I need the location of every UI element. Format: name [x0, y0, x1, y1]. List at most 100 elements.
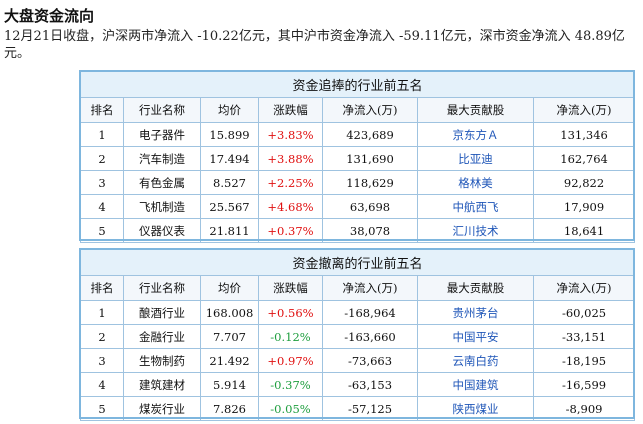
top-stock-link[interactable]: 汇川技术	[417, 218, 534, 243]
price-cell: 21.492	[200, 348, 259, 373]
rank-cell: 1	[80, 300, 124, 325]
outflow-table: 资金撤离的行业前五名 排名 行业名称 均价 涨跌幅 净流入(万) 最大贡献股 净…	[79, 249, 636, 421]
price-cell: 5.914	[200, 372, 259, 397]
inflow-cell: -73,663	[322, 348, 418, 373]
stock-inflow-cell: 92,822	[532, 170, 636, 195]
table-row: 3 有色金属 8.527 +2.25% 118,629 格林美 92,822	[80, 170, 636, 195]
inflow-table-header-row: 排名 行业名称 均价 涨跌幅 净流入(万) 最大贡献股 净流入(万)	[80, 97, 636, 123]
inflow-table: 资金追捧的行业前五名 排名 行业名称 均价 涨跌幅 净流入(万) 最大贡献股 净…	[79, 71, 636, 243]
column-header-change: 涨跌幅	[258, 275, 323, 301]
table-row: 4 飞机制造 25.567 +4.68% 63,698 中航西飞 17,909	[80, 194, 636, 219]
price-cell: 7.707	[200, 324, 259, 349]
price-cell: 15.899	[200, 122, 259, 147]
industry-cell: 电子器件	[123, 122, 201, 147]
inflow-cell: -168,964	[322, 300, 418, 325]
column-header-stock-inflow: 净流入(万)	[532, 97, 636, 123]
page-title: 大盘资金流向	[4, 7, 95, 25]
top-stock-link[interactable]: 京东方Ａ	[417, 122, 534, 147]
rank-cell: 5	[80, 218, 124, 243]
column-header-rank: 排名	[80, 97, 124, 123]
top-stock-link[interactable]: 云南白药	[417, 348, 534, 373]
stock-inflow-cell: 162,764	[532, 146, 636, 171]
top-stock-link[interactable]: 陕西煤业	[417, 396, 534, 421]
top-stock-link[interactable]: 比亚迪	[417, 146, 534, 171]
price-cell: 168.008	[200, 300, 259, 325]
inflow-cell: 118,629	[322, 170, 418, 195]
stock-inflow-cell: -8,909	[532, 396, 636, 421]
table-row: 3 生物制药 21.492 +0.97% -73,663 云南白药 -18,19…	[80, 348, 636, 373]
stock-inflow-cell: 131,346	[532, 122, 636, 147]
rank-cell: 1	[80, 122, 124, 147]
top-stock-link[interactable]: 贵州茅台	[417, 300, 534, 325]
rank-cell: 4	[80, 194, 124, 219]
change-cell: +4.68%	[258, 194, 323, 219]
table-row: 1 酿酒行业 168.008 +0.56% -168,964 贵州茅台 -60,…	[80, 300, 636, 325]
column-header-rank: 排名	[80, 275, 124, 301]
table-row: 5 煤炭行业 7.826 -0.05% -57,125 陕西煤业 -8,909	[80, 396, 636, 421]
inflow-cell: -57,125	[322, 396, 418, 421]
stock-inflow-cell: -60,025	[532, 300, 636, 325]
change-cell: +0.97%	[258, 348, 323, 373]
column-header-industry: 行业名称	[123, 97, 201, 123]
table-row: 1 电子器件 15.899 +3.83% 423,689 京东方Ａ 131,34…	[80, 122, 636, 147]
column-header-inflow: 净流入(万)	[322, 275, 418, 301]
rank-cell: 3	[80, 348, 124, 373]
change-cell: -0.37%	[258, 372, 323, 397]
inflow-cell: 131,690	[322, 146, 418, 171]
column-header-stock-inflow: 净流入(万)	[532, 275, 636, 301]
industry-cell: 有色金属	[123, 170, 201, 195]
industry-cell: 煤炭行业	[123, 396, 201, 421]
top-stock-link[interactable]: 中国建筑	[417, 372, 534, 397]
change-cell: -0.05%	[258, 396, 323, 421]
table-row: 2 汽车制造 17.494 +3.88% 131,690 比亚迪 162,764	[80, 146, 636, 171]
price-cell: 17.494	[200, 146, 259, 171]
inflow-cell: -63,153	[322, 372, 418, 397]
column-header-top-stock: 最大贡献股	[417, 97, 534, 123]
stock-inflow-cell: -33,151	[532, 324, 636, 349]
outflow-table-caption: 资金撤离的行业前五名	[79, 249, 636, 276]
change-cell: +0.37%	[258, 218, 323, 243]
column-header-top-stock: 最大贡献股	[417, 275, 534, 301]
stock-inflow-cell: 17,909	[532, 194, 636, 219]
industry-cell: 生物制药	[123, 348, 201, 373]
change-cell: +3.88%	[258, 146, 323, 171]
stock-inflow-cell: -18,195	[532, 348, 636, 373]
top-stock-link[interactable]: 中国平安	[417, 324, 534, 349]
column-header-price: 均价	[200, 275, 259, 301]
change-cell: +2.25%	[258, 170, 323, 195]
table-row: 5 仪器仪表 21.811 +0.37% 38,078 汇川技术 18,641	[80, 218, 636, 243]
change-cell: +0.56%	[258, 300, 323, 325]
industry-cell: 金融行业	[123, 324, 201, 349]
rank-cell: 2	[80, 146, 124, 171]
column-header-industry: 行业名称	[123, 275, 201, 301]
stock-inflow-cell: -16,599	[532, 372, 636, 397]
inflow-cell: 63,698	[322, 194, 418, 219]
price-cell: 8.527	[200, 170, 259, 195]
table-row: 2 金融行业 7.707 -0.12% -163,660 中国平安 -33,15…	[80, 324, 636, 349]
industry-cell: 飞机制造	[123, 194, 201, 219]
change-cell: -0.12%	[258, 324, 323, 349]
top-stock-link[interactable]: 格林美	[417, 170, 534, 195]
inflow-cell: -163,660	[322, 324, 418, 349]
inflow-cell: 38,078	[322, 218, 418, 243]
price-cell: 7.826	[200, 396, 259, 421]
inflow-table-caption: 资金追捧的行业前五名	[79, 71, 636, 98]
column-header-price: 均价	[200, 97, 259, 123]
table-row: 4 建筑建材 5.914 -0.37% -63,153 中国建筑 -16,599	[80, 372, 636, 397]
industry-cell: 汽车制造	[123, 146, 201, 171]
industry-cell: 仪器仪表	[123, 218, 201, 243]
rank-cell: 3	[80, 170, 124, 195]
rank-cell: 4	[80, 372, 124, 397]
column-header-change: 涨跌幅	[258, 97, 323, 123]
outflow-table-header-row: 排名 行业名称 均价 涨跌幅 净流入(万) 最大贡献股 净流入(万)	[80, 275, 636, 301]
market-summary: 12月21日收盘，沪深两市净流入 -10.22亿元，其中沪市资金净流入 -59.…	[4, 29, 625, 61]
top-stock-link[interactable]: 中航西飞	[417, 194, 534, 219]
industry-cell: 酿酒行业	[123, 300, 201, 325]
change-cell: +3.83%	[258, 122, 323, 147]
column-header-inflow: 净流入(万)	[322, 97, 418, 123]
rank-cell: 5	[80, 396, 124, 421]
inflow-cell: 423,689	[322, 122, 418, 147]
price-cell: 21.811	[200, 218, 259, 243]
stock-inflow-cell: 18,641	[532, 218, 636, 243]
price-cell: 25.567	[200, 194, 259, 219]
